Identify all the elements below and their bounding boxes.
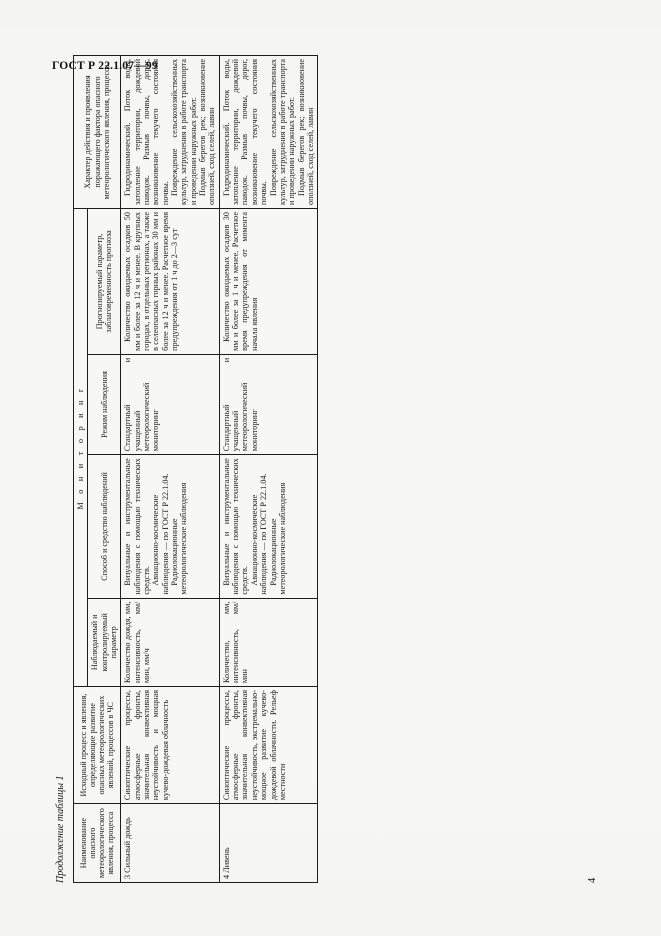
column-header-method: Способ и средство наблюдений bbox=[87, 454, 121, 599]
row-method-downpour: Визуальные и инструментальные наблюдения… bbox=[218, 454, 318, 599]
monitoring-table: Наименование опасного метеорологического… bbox=[73, 55, 318, 883]
column-header-forecast: Прогнозируемый параметр, заблаговременно… bbox=[87, 208, 121, 355]
character-paragraph-1: Гидродинамический. Поток воды, затоплени… bbox=[122, 59, 170, 206]
forecast-paragraph-1: Количество ожидаемых осадков 50 мм и бол… bbox=[122, 212, 179, 351]
running-header: ГОСТ Р 22.1.07—99 bbox=[52, 60, 158, 72]
table-body: 3 Сильный дождь Синоптические процессы, … bbox=[120, 55, 318, 883]
row-character-downpour: Гидродинамический. Поток воды, затоплени… bbox=[218, 55, 318, 209]
column-header-regime: Режим наблюдения bbox=[87, 354, 121, 455]
table-row: 4 Ливень Синоптические процессы, атмосфе… bbox=[218, 55, 318, 883]
character-paragraph-1: Гидродинамический. Поток воды, затоплени… bbox=[221, 59, 268, 206]
character-paragraph-2: Повреждение сельскохозяйственных культур… bbox=[169, 59, 198, 206]
method-paragraph-1: Визуальные и инструментальные наблюдения… bbox=[122, 458, 151, 595]
column-header-name: Наименование опасного метеорологического… bbox=[73, 803, 121, 883]
row-source-downpour: Синоптические процессы, атмосферные фрон… bbox=[218, 686, 318, 804]
column-header-monitoring-group: М о н и т о р и н г bbox=[73, 208, 88, 687]
table-head: Наименование опасного метеорологического… bbox=[73, 55, 121, 883]
method-paragraph-3: Радиолокационные метеорологические наблю… bbox=[268, 482, 287, 595]
row-regime-downpour: Стандартный и учащенный метеорологически… bbox=[218, 354, 318, 455]
method-paragraph-1: Визуальные и инструментальные наблюдения… bbox=[221, 458, 249, 595]
character-paragraph-3: Подмыв берегов рек; возникновение оползн… bbox=[197, 59, 216, 206]
row-name-downpour: 4 Ливень bbox=[218, 803, 318, 883]
row-param-downpour: Количество, мм, интенсивность, мм/мин bbox=[218, 598, 318, 687]
row-forecast-downpour: Количество ожидаемых осадков 30 мм и бол… bbox=[218, 208, 318, 355]
character-paragraph-3: Подмыв берегов рек; возникновение оползн… bbox=[296, 59, 315, 206]
page-number: 4 bbox=[586, 877, 598, 883]
method-paragraph-3: Радиолокационные метеорологические наблю… bbox=[169, 482, 188, 595]
header-row-group: Наименование опасного метеорологического… bbox=[73, 55, 121, 883]
row-method-strong-rain: Визуальные и инструментальные наблюдения… bbox=[120, 454, 219, 599]
row-source-strong-rain: Синоптические процессы, атмосферные фрон… bbox=[120, 686, 219, 804]
table-row: 3 Сильный дождь Синоптические процессы, … bbox=[120, 55, 219, 883]
table-continuation-caption: Продолжение таблицы 1 bbox=[54, 775, 66, 883]
row-regime-strong-rain: Стандартный и учащенный метеорологически… bbox=[120, 354, 219, 455]
forecast-paragraph-1: Количество ожидаемых осадков 30 мм и бол… bbox=[221, 212, 259, 351]
column-header-param: Наблюдаемый и контролируемый параметр bbox=[87, 598, 121, 687]
method-paragraph-2: Авиационно-космические наблюдения — по Г… bbox=[249, 473, 268, 595]
column-header-source: Исходный процесс и явления, определяющие… bbox=[73, 686, 121, 804]
character-paragraph-2: Повреждение сельскохозяйственных культур… bbox=[268, 59, 296, 206]
landscape-content: Продолжение таблицы 1 Наименование опасн… bbox=[51, 47, 611, 889]
row-character-strong-rain: Гидродинамический. Поток воды, затоплени… bbox=[120, 55, 219, 209]
column-header-character: Характер действия и проявления поражающе… bbox=[73, 55, 121, 209]
row-param-strong-rain: Количество дождя, мм, интенсивность, мм/… bbox=[120, 598, 219, 687]
method-paragraph-2: Авиационно-космические наблюдения — по Г… bbox=[150, 473, 170, 595]
row-forecast-strong-rain: Количество ожидаемых осадков 50 мм и бол… bbox=[120, 208, 219, 355]
row-name-strong-rain: 3 Сильный дождь bbox=[120, 803, 219, 883]
